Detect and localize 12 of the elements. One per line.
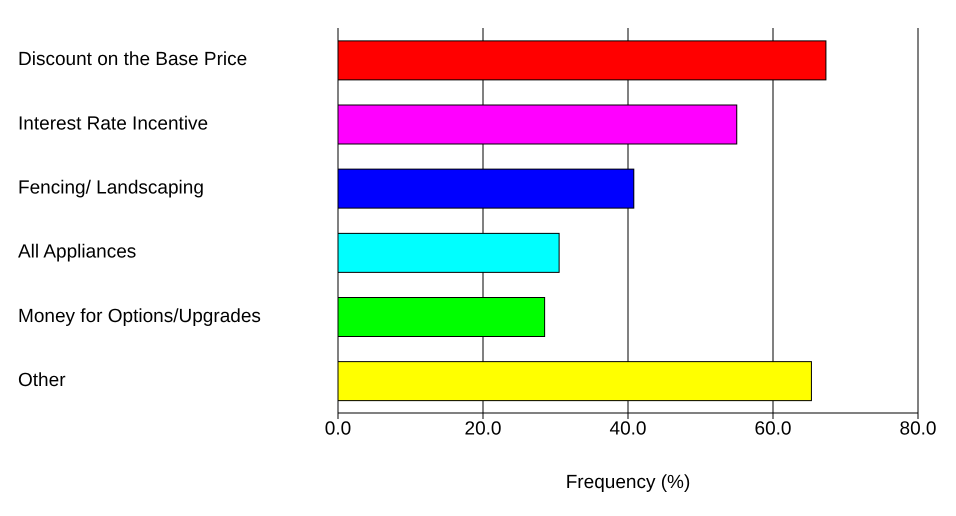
y-tick-label: Other — [18, 370, 66, 391]
y-tick-label: All Appliances — [18, 242, 136, 263]
x-tick-label: 0.0 — [324, 418, 352, 440]
y-tick-label: Interest Rate Incentive — [18, 113, 208, 134]
x-axis-title: Frequency (%) — [566, 472, 690, 493]
x-tick-label: 40.0 — [610, 418, 646, 440]
y-tick-label: Fencing/ Landscaping — [18, 177, 204, 198]
x-tick-label: 20.0 — [464, 418, 502, 440]
y-tick-label: Money for Options/Upgrades — [18, 306, 261, 327]
y-tick-label: Discount on the Base Price — [18, 49, 248, 70]
x-tick-label: 80.0 — [900, 418, 936, 440]
x-tick-label: 60.0 — [754, 418, 792, 440]
